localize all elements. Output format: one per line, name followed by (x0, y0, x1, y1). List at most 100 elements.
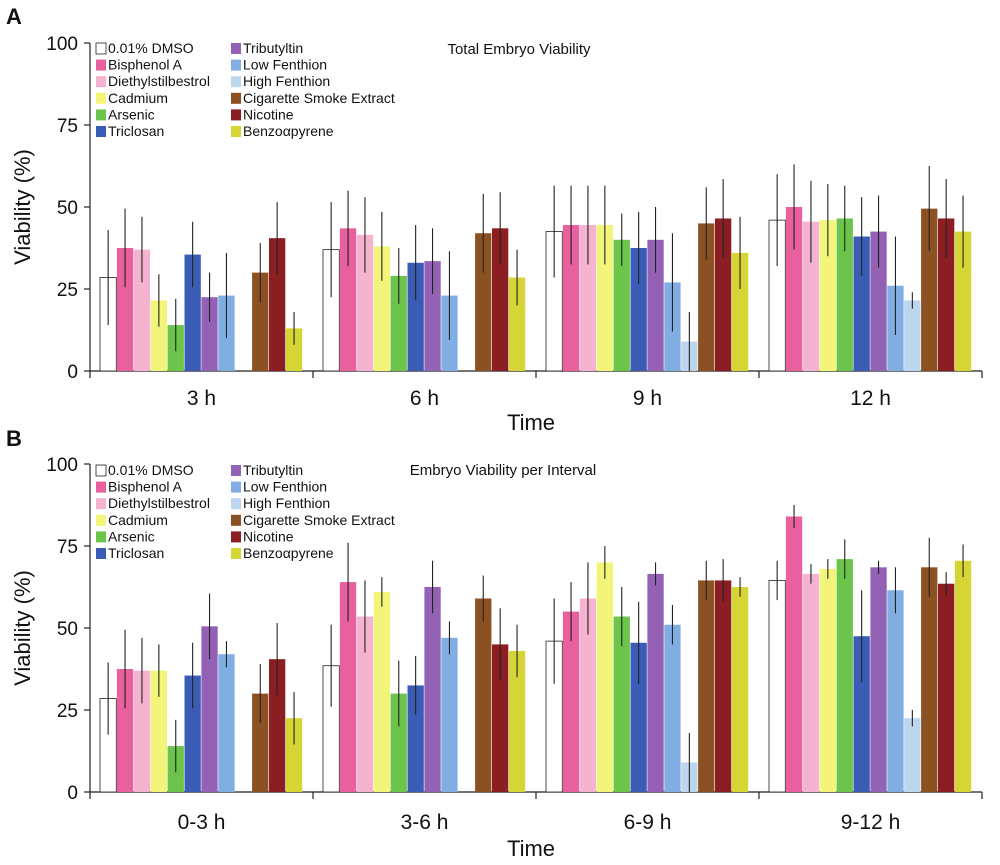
chart-b-legend-label: Arsenic (108, 528, 155, 544)
chart-b-legend-swatch (231, 531, 241, 543)
chart-b-bar (269, 659, 286, 792)
chart-b-category-label: 9-12 h (841, 811, 901, 834)
chart-a-panel-letter: A (6, 4, 22, 29)
chart-b-y-tick-label: 0 (67, 783, 78, 804)
chart-b-legend-label: Low Fenthion (243, 479, 327, 495)
chart-a-bar (116, 248, 134, 371)
chart-a-bar (613, 239, 630, 371)
chart-a-legend-swatch (231, 59, 241, 71)
chart-a-legend-label: Benzoαpyrene (243, 123, 334, 139)
chart-b-legend-label: Diethylstilbestrol (108, 495, 210, 511)
chart-b-bar (339, 582, 357, 792)
chart-b-bar (768, 580, 786, 793)
chart-b-category-label: 0-3 h (178, 811, 226, 834)
chart-b-legend-label: Benzoαpyrene (243, 545, 334, 561)
chart-b-bar (133, 670, 151, 792)
chart-a-bar (475, 233, 492, 371)
chart-b-bar (407, 685, 424, 792)
chart-b-bar (508, 650, 526, 792)
chart-a-legend-label: High Fenthion (243, 73, 330, 89)
chart-a-y-tick-label: 50 (57, 198, 78, 219)
chart-b-legend-label: Cadmium (108, 512, 168, 528)
chart-b-bar (731, 587, 749, 792)
chart-b-bar (938, 583, 955, 792)
chart-b-bar (218, 654, 235, 792)
chart-a-bar (647, 239, 664, 371)
chart-b-bar (424, 587, 441, 792)
chart-a-legend-swatch (231, 76, 241, 88)
chart-b-legend-swatch (96, 481, 106, 493)
chart-b-bar (184, 675, 201, 792)
chart-a-legend-swatch (96, 76, 106, 88)
chart-b-bar (475, 598, 492, 792)
chart-a-legend-swatch (96, 109, 106, 121)
chart-b-bar (954, 560, 972, 792)
chart-a-legend-label: Tributyltin (243, 40, 303, 56)
chart-b-bar (613, 616, 630, 792)
chart-a-bar (938, 218, 955, 371)
chart-a-legend-label: 0.01% DMSO (108, 40, 194, 56)
chart-a-bar (407, 262, 424, 371)
chart-b-legend-label: Triclosan (108, 545, 164, 561)
chart-a-legend-swatch (96, 126, 106, 137)
chart-a-bar (954, 231, 972, 371)
chart-a-bar (373, 246, 390, 371)
chart-a-legend-label: Nicotine (243, 106, 294, 122)
chart-a-bar (269, 238, 286, 371)
chart-b-bar (201, 626, 218, 792)
chart-a-legend-label: Triclosan (108, 123, 164, 139)
chart-a-category-label: 3 h (187, 387, 216, 410)
chart-a-bar (492, 228, 509, 371)
chart-b-legend-swatch (231, 498, 241, 510)
chart-a-legend-label: Low Fenthion (243, 57, 327, 73)
chart-a-bar (715, 218, 732, 371)
chart-a-legend-swatch (96, 92, 106, 104)
chart-b-legend-swatch (96, 531, 106, 543)
chart-b-y-tick-label: 25 (57, 701, 78, 722)
chart-b-legend-swatch (96, 498, 106, 510)
chart-b-y-tick-label: 50 (57, 619, 78, 640)
chart-b-bar (492, 644, 509, 792)
chart-b-bar (870, 567, 887, 792)
chart-b-category-label: 6-9 h (624, 811, 672, 834)
chart-b-legend-swatch (96, 514, 106, 526)
chart-a-legend-swatch (96, 59, 106, 71)
chart-a-legend-label: Diethylstilbestrol (108, 73, 210, 89)
chart-a-bar (836, 218, 853, 371)
chart-b-bar (836, 559, 853, 792)
chart-a-title: Total Embryo Viability (447, 41, 591, 58)
chart-a-bar (904, 300, 921, 371)
chart-a-bar (133, 249, 151, 371)
chart-b-bar (150, 670, 167, 792)
chart-b-bar (441, 637, 458, 792)
chart-a-bar (508, 277, 526, 371)
chart-b-bar (887, 590, 904, 792)
chart-b-bar (596, 562, 613, 792)
chart-a-bar (870, 231, 887, 371)
chart-b-bar (373, 591, 390, 792)
chart-a-legend-swatch (231, 126, 241, 137)
chart-a-bar (596, 225, 613, 371)
chart-a-category-label: 12 h (850, 387, 891, 410)
chart-b-x-axis-title: Time (507, 836, 555, 861)
chart-b-legend-swatch (231, 514, 241, 526)
chart-a-bar (698, 223, 715, 371)
chart-b-y-axis-title: Viability (%) (10, 570, 35, 686)
chart-b-bar (698, 580, 715, 792)
chart-b-bar (802, 573, 820, 792)
chart-b-y-tick-label: 75 (57, 537, 78, 558)
chart-b-bar (390, 693, 407, 792)
chart-a-bar (819, 220, 836, 371)
chart-a-legend-swatch (231, 43, 241, 54)
chart-b-legend-label: 0.01% DMSO (108, 462, 194, 478)
chart-a-legend-swatch (231, 109, 241, 121)
chart-b-bar (562, 611, 580, 792)
chart-a-legend-label: Cadmium (108, 90, 168, 106)
chart-a-bar (853, 236, 870, 371)
chart-a-bar (562, 225, 580, 371)
chart-a-y-tick-label: 25 (57, 280, 78, 301)
chart-a-y-axis-title: Viability (%) (10, 149, 35, 265)
chart-b-legend-swatch (231, 548, 241, 559)
chart-b-bar (921, 567, 938, 792)
chart-b-bar (116, 669, 134, 792)
